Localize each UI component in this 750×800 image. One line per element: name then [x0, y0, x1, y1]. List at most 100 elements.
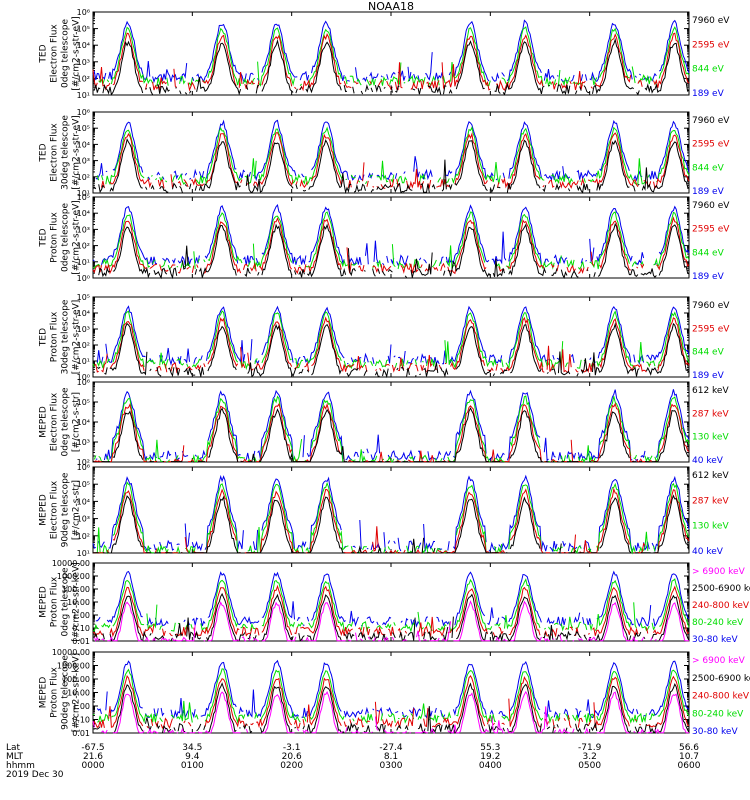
y-axis-label: TED	[39, 143, 49, 162]
legend-entry: > 6900 keV	[692, 567, 746, 577]
series-line	[96, 322, 690, 379]
series-trace	[92, 690, 689, 734]
legend-entry: 189 eV	[692, 89, 725, 99]
series-trace	[101, 132, 690, 191]
axis-row-value: 56.6	[679, 743, 699, 753]
series-line	[92, 690, 689, 734]
series-line	[93, 407, 690, 463]
series-line	[92, 668, 690, 725]
series-line	[94, 682, 690, 735]
y-tick-label: 10¹	[77, 357, 90, 366]
series-line	[93, 37, 690, 96]
y-axis-label: TED	[39, 328, 49, 347]
series-line	[92, 204, 690, 267]
series-line	[101, 132, 690, 191]
legend-entry: 80-240 keV	[692, 618, 744, 628]
chart-title: NOAA18	[368, 0, 414, 13]
legend-entry: 240-800 keV	[692, 601, 750, 611]
y-tick-label: 100.00	[62, 585, 90, 594]
y-tick-label: 10000.00	[52, 559, 90, 568]
y-axis-label: TED	[39, 44, 49, 63]
panel-frame	[92, 11, 690, 96]
axis-row-value: 34.5	[182, 743, 202, 753]
legend-entry: 844 eV	[692, 348, 725, 358]
y-axis-label: Proton Flux	[50, 212, 60, 263]
series-trace	[92, 474, 690, 553]
series-line	[96, 126, 690, 186]
y-axis-label: Proton Flux	[50, 311, 60, 362]
y-axis-label: MEPED	[39, 494, 49, 526]
y-tick-label: 10⁶	[77, 378, 90, 387]
legend-entry: 40 keV	[692, 456, 724, 466]
series-line	[92, 211, 690, 271]
y-tick-label: 10000.00	[52, 648, 90, 657]
y-tick-label: 10.00	[67, 598, 90, 607]
legend-entry: 2500-6900 keV	[692, 674, 750, 684]
series-trace	[92, 138, 690, 194]
y-tick-label: 1.00	[72, 702, 90, 711]
legend-entry: 844 eV	[692, 65, 725, 75]
y-tick-label: 10¹	[77, 189, 90, 198]
y-tick-label: 10⁴	[77, 41, 90, 50]
panel-frame	[92, 466, 690, 554]
y-axis-label: Electron Flux	[50, 123, 60, 182]
legend-entry: 844 eV	[692, 163, 725, 173]
y-tick-label: 1.00	[72, 611, 90, 620]
series-trace	[92, 211, 690, 271]
y-tick-label: 10¹	[77, 549, 90, 558]
legend-entry: 844 eV	[692, 248, 725, 258]
axis-row-value: 0000	[82, 761, 105, 771]
series-trace	[94, 682, 690, 735]
y-axis-label: MEPED	[39, 586, 49, 618]
panel-frame	[92, 381, 690, 463]
series-trace	[95, 389, 690, 462]
panel-frame	[92, 562, 690, 642]
legend-entry: 7960 eV	[692, 301, 730, 311]
series-line	[92, 584, 690, 638]
series-line	[93, 487, 690, 554]
series-line	[93, 494, 690, 554]
series-trace	[93, 494, 690, 554]
y-tick-label: 10⁶	[77, 463, 90, 472]
series-trace	[93, 37, 690, 96]
axis-row-value: 0600	[678, 761, 701, 771]
y-tick-label: 10⁰	[77, 274, 90, 283]
y-axis-label: [#/cm2-s-str]	[72, 392, 82, 452]
y-tick-label: 10⁵	[77, 480, 90, 489]
series-line	[93, 402, 690, 463]
series-trace	[93, 402, 690, 463]
y-tick-label: 10⁴	[77, 209, 90, 218]
y-axis-label: Electron Flux	[50, 480, 60, 539]
series-line	[96, 659, 690, 720]
series-line	[98, 26, 690, 88]
y-tick-label: 10²	[77, 532, 90, 541]
y-tick-label: 10²	[77, 74, 90, 83]
y-tick-label: 10⁶	[77, 108, 90, 117]
series-line	[96, 305, 690, 366]
legend-entry: 7960 eV	[692, 201, 730, 211]
legend-entry: 2595 eV	[692, 225, 730, 235]
y-axis-label: 30deg telescope	[61, 299, 71, 374]
legend-entry: 80-240 keV	[692, 709, 744, 719]
axis-row-value: 0300	[380, 761, 403, 771]
y-tick-label: 10⁴	[77, 497, 90, 506]
legend-entry: 189 eV	[692, 272, 725, 282]
series-trace	[96, 659, 690, 720]
y-axis-label: [#/cm2-s-str-eV]	[72, 200, 82, 275]
y-axis-label: [#/cm2-s-str-keV]	[72, 562, 82, 641]
axis-row-value: -3.1	[283, 743, 301, 753]
y-tick-label: 10¹	[77, 91, 90, 100]
y-tick-label: 10⁰	[77, 373, 90, 382]
axis-row-value: 20.6	[282, 752, 302, 762]
axis-row-label: MLT	[6, 752, 24, 762]
series-line	[95, 389, 690, 462]
y-axis-label: [#/cm2-s-str]	[72, 480, 82, 540]
legend-entry: 287 keV	[692, 409, 729, 419]
y-axis-label: TED	[39, 228, 49, 247]
y-tick-label: 0.01	[72, 637, 90, 646]
y-tick-label: 10.00	[67, 689, 90, 698]
y-axis-label: 0deg telescope	[61, 19, 71, 89]
legend-entry: 612 keV	[692, 386, 729, 396]
